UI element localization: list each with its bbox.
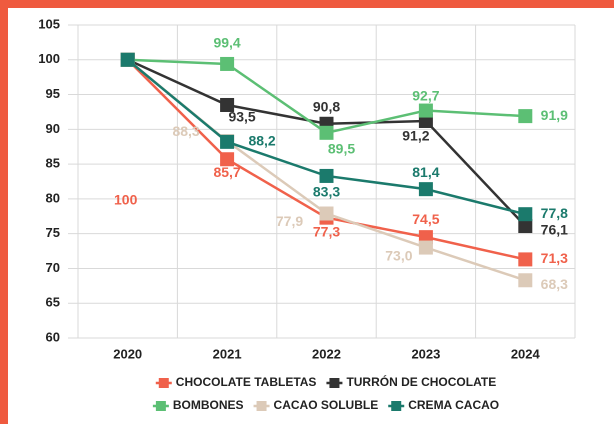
legend-marker: [155, 401, 166, 411]
data-label: 99,4: [213, 35, 240, 51]
data-label: 71,3: [541, 250, 568, 266]
y-tick-label: 95: [46, 86, 60, 101]
data-label: 90,8: [313, 98, 340, 114]
data-label: 91,9: [541, 107, 568, 123]
data-label: 93,5: [228, 109, 255, 125]
y-tick-label: 100: [38, 51, 60, 66]
point-marker: [319, 206, 334, 221]
y-tick-label: 105: [38, 16, 60, 31]
point-marker: [319, 125, 334, 140]
legend-marker: [391, 401, 402, 411]
legend-label: TURRÓN DE CHOCOLATE: [346, 374, 496, 389]
x-tick-label: 2023: [411, 346, 440, 361]
y-tick-label: 60: [46, 329, 60, 344]
data-label: 68,3: [541, 276, 568, 292]
point-marker: [518, 109, 533, 124]
series-line: [127, 58, 527, 227]
y-tick-label: 75: [46, 225, 60, 240]
data-label: 83,3: [313, 184, 340, 200]
data-label: 92,7: [412, 87, 439, 103]
x-tick-label: 2024: [511, 346, 541, 361]
data-label: 74,5: [412, 211, 439, 227]
legend-marker: [158, 378, 169, 388]
legend-marker: [256, 401, 267, 411]
y-tick-label: 80: [46, 190, 60, 205]
point-marker: [220, 134, 235, 149]
left-border: [0, 0, 8, 424]
legend-label: BOMBONES: [173, 398, 244, 412]
legend-label: CACAO SOLUBLE: [274, 398, 379, 412]
data-label: 88,3: [172, 123, 199, 139]
point-marker: [518, 252, 533, 267]
data-label: 89,5: [328, 141, 355, 157]
data-label: 100: [114, 191, 138, 207]
data-label: 85,7: [213, 164, 240, 180]
x-tick-label: 2021: [213, 346, 242, 361]
y-tick-label: 65: [46, 295, 60, 310]
point-marker: [418, 182, 433, 197]
data-label: 77,8: [541, 205, 568, 221]
point-marker: [120, 52, 135, 67]
point-marker: [220, 97, 235, 112]
data-label: 76,1: [541, 222, 568, 238]
y-tick-label: 90: [46, 121, 60, 136]
data-label: 77,3: [313, 223, 340, 239]
data-label: 91,2: [402, 128, 429, 144]
x-tick-label: 2022: [312, 346, 341, 361]
legend-row: CHOCOLATE TABLETAS TURRÓN DE CHOCOLATE: [155, 374, 496, 389]
legend-label: CHOCOLATE TABLETAS: [176, 375, 317, 389]
legend-marker: [329, 378, 340, 388]
y-tick-label: 70: [46, 260, 60, 275]
y-tick-label: 85: [46, 156, 60, 171]
top-border: [0, 0, 614, 8]
point-marker: [518, 273, 533, 288]
point-marker: [319, 168, 334, 183]
x-tick-label: 2020: [113, 346, 142, 361]
legend-label: CREMA CACAO: [408, 398, 499, 412]
point-marker: [418, 240, 433, 255]
point-marker: [518, 219, 533, 234]
legend-row: BOMBONES CACAO SOLUBLE CREMA CACAO: [152, 398, 499, 412]
point-marker: [418, 103, 433, 118]
data-label: 88,2: [248, 133, 275, 149]
point-marker: [518, 207, 533, 222]
data-label: 73,0: [385, 247, 412, 263]
data-label: 77,9: [276, 213, 303, 229]
data-label: 81,4: [412, 164, 439, 180]
point-marker: [220, 152, 235, 167]
point-marker: [220, 56, 235, 71]
